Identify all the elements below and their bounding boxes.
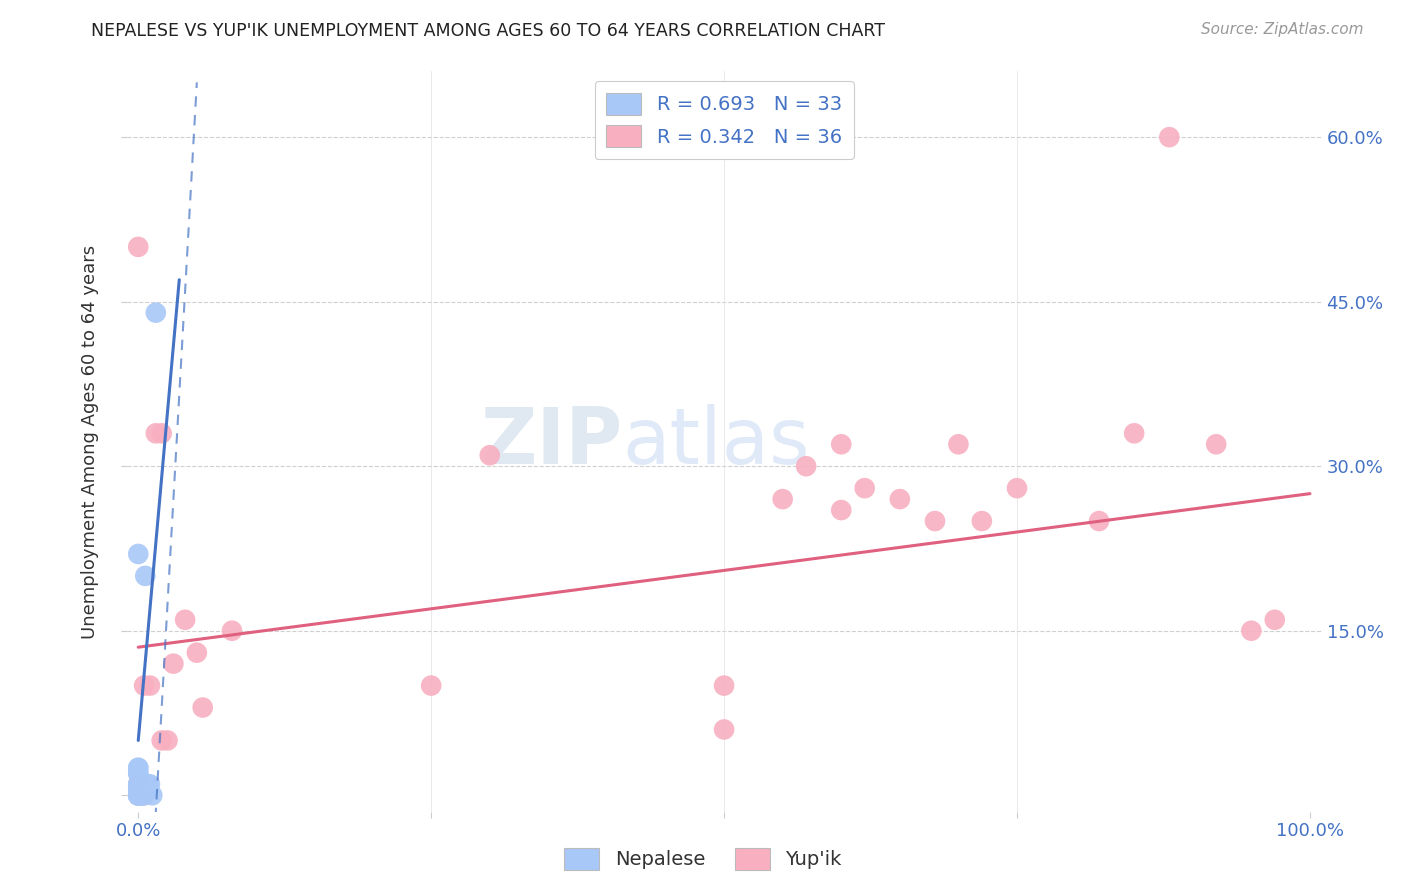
Point: [131, 789, 153, 803]
Point: [127, 780, 149, 794]
Point: [127, 789, 149, 803]
Point: [156, 733, 179, 747]
Point: [131, 789, 153, 803]
Point: [127, 761, 149, 775]
Text: ZIP: ZIP: [481, 403, 623, 480]
Point: [127, 766, 149, 780]
Point: [1159, 130, 1181, 145]
Legend: Nepalese, Yup'ik: Nepalese, Yup'ik: [557, 839, 849, 878]
Point: [853, 481, 876, 495]
Point: [132, 782, 155, 797]
Point: [132, 789, 155, 803]
Point: [186, 646, 208, 660]
Point: [127, 789, 149, 803]
Point: [174, 613, 197, 627]
Point: [127, 782, 149, 797]
Point: [1123, 426, 1146, 441]
Point: [127, 766, 149, 780]
Point: [141, 789, 163, 803]
Point: [127, 777, 149, 791]
Point: [127, 782, 149, 797]
Text: Source: ZipAtlas.com: Source: ZipAtlas.com: [1201, 22, 1364, 37]
Point: [127, 240, 149, 254]
Point: [127, 777, 149, 791]
Point: [127, 789, 149, 803]
Point: [132, 789, 155, 803]
Point: [127, 782, 149, 797]
Point: [139, 679, 162, 693]
Point: [830, 503, 852, 517]
Point: [145, 306, 167, 320]
Point: [127, 789, 149, 803]
Point: [127, 789, 149, 803]
Point: [127, 789, 149, 803]
Point: [1264, 613, 1286, 627]
Point: [889, 492, 911, 507]
Point: [136, 777, 159, 791]
Point: [127, 789, 149, 803]
Point: [127, 761, 149, 775]
Point: [127, 547, 149, 561]
Point: [134, 569, 156, 583]
Point: [132, 777, 155, 791]
Point: [478, 448, 501, 462]
Point: [127, 777, 149, 791]
Point: [132, 782, 155, 797]
Point: [138, 782, 160, 797]
Point: [924, 514, 946, 528]
Point: [139, 777, 162, 791]
Point: [145, 426, 167, 441]
Point: [127, 789, 149, 803]
Point: [131, 782, 153, 797]
Legend: R = 0.693   N = 33, R = 0.342   N = 36: R = 0.693 N = 33, R = 0.342 N = 36: [595, 81, 853, 159]
Point: [127, 789, 149, 803]
Point: [1005, 481, 1028, 495]
Point: [150, 733, 173, 747]
Point: [713, 679, 735, 693]
Point: [830, 437, 852, 451]
Point: [420, 679, 443, 693]
Point: [948, 437, 970, 451]
Point: [1240, 624, 1263, 638]
Point: [1205, 437, 1227, 451]
Point: [162, 657, 184, 671]
Point: [970, 514, 993, 528]
Point: [1088, 514, 1111, 528]
Point: [132, 679, 155, 693]
Point: [191, 700, 214, 714]
Point: [150, 426, 173, 441]
Point: [132, 777, 155, 791]
Text: atlas: atlas: [623, 403, 810, 480]
Text: NEPALESE VS YUP'IK UNEMPLOYMENT AMONG AGES 60 TO 64 YEARS CORRELATION CHART: NEPALESE VS YUP'IK UNEMPLOYMENT AMONG AG…: [91, 22, 886, 40]
Point: [135, 782, 157, 797]
Point: [221, 624, 243, 638]
Point: [794, 459, 817, 474]
Point: [772, 492, 794, 507]
Point: [713, 723, 735, 737]
Y-axis label: Unemployment Among Ages 60 to 64 years: Unemployment Among Ages 60 to 64 years: [82, 244, 100, 639]
